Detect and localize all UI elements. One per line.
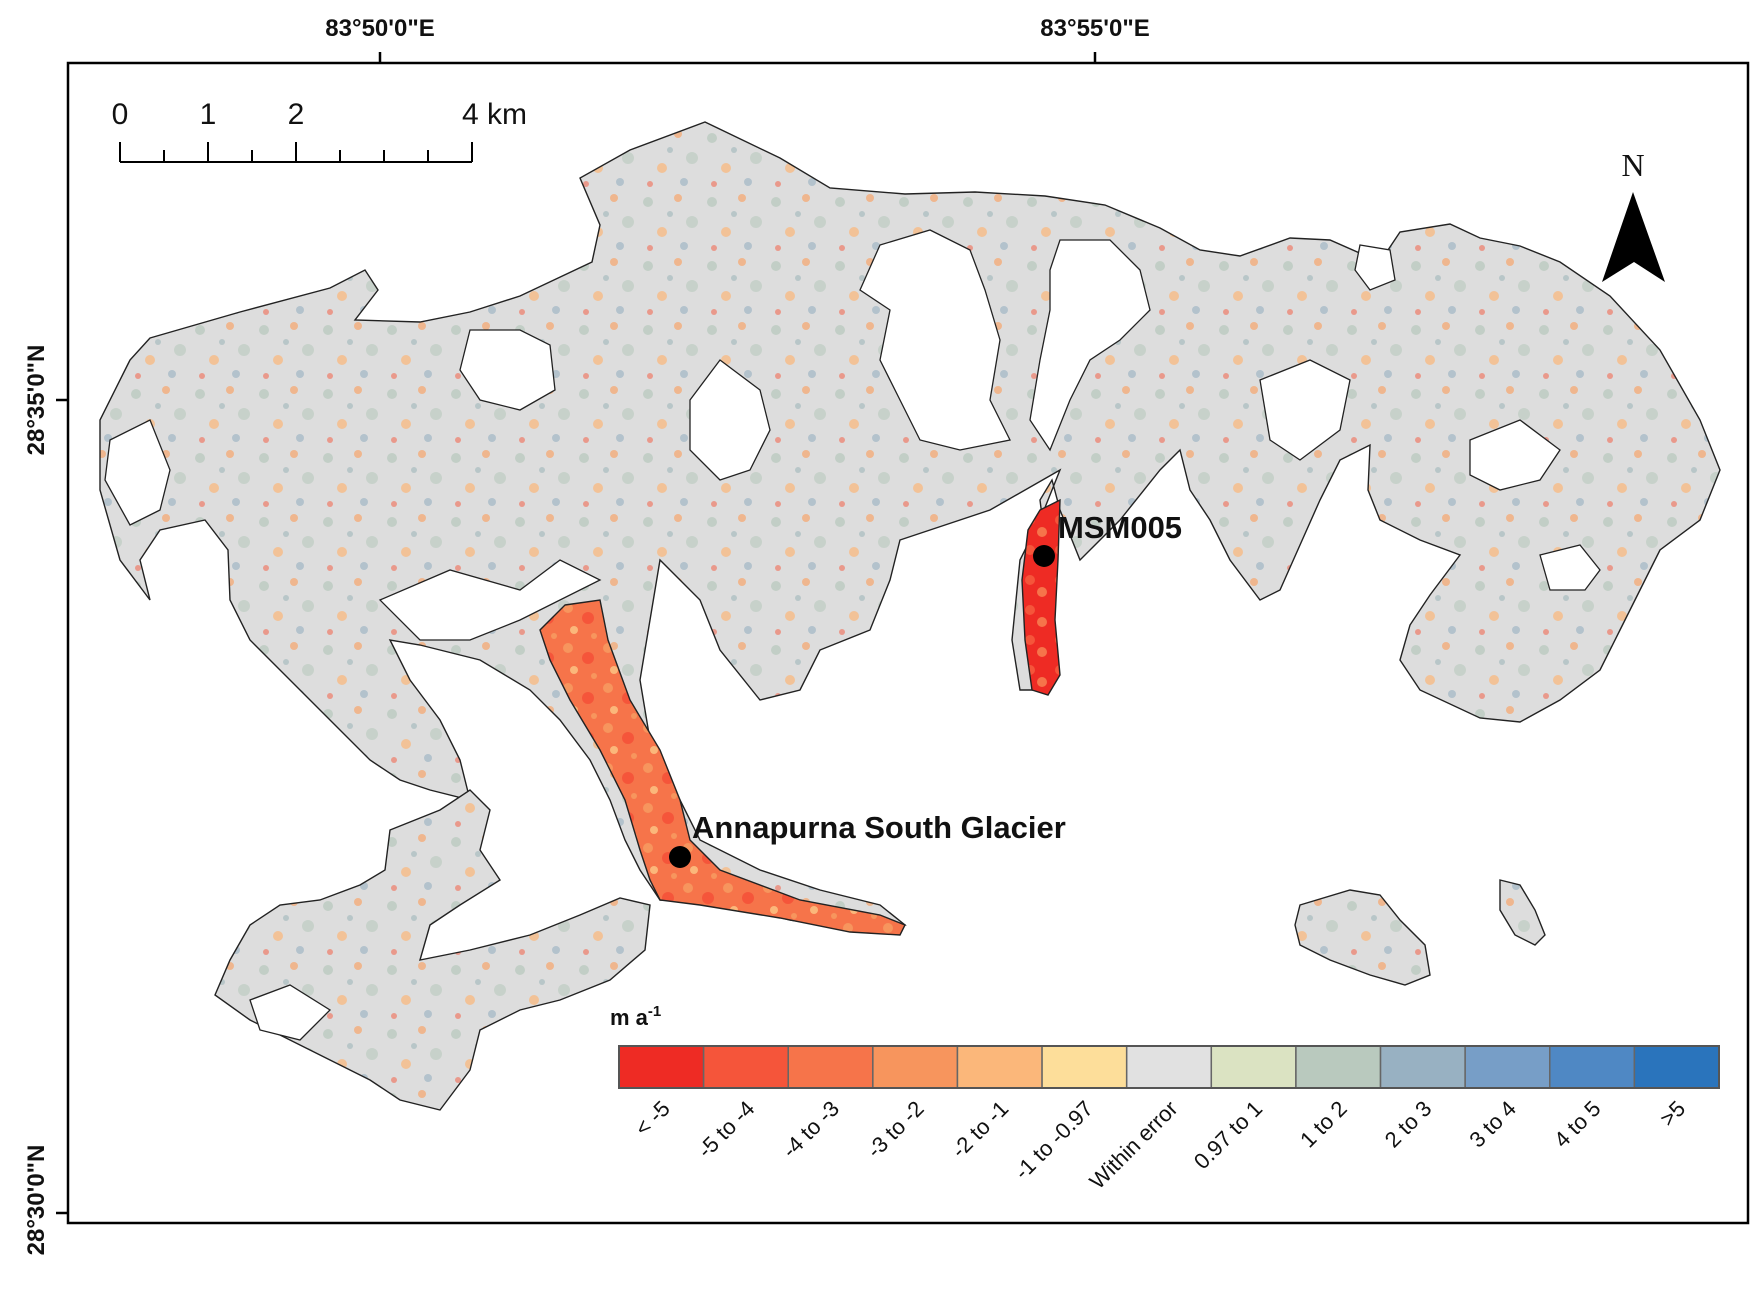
longitude-label-1: 83°50'0"E (325, 15, 434, 42)
glacier-outlines (99, 121, 1721, 1111)
hole-central-2 (1029, 239, 1151, 452)
annapurna-south-label: Annapurna South Glacier (692, 810, 1066, 845)
latitude-label-1: 28°35'0"N (23, 345, 50, 456)
longitude-label-2: 83°55'0"E (1040, 15, 1149, 42)
legend-swatch (1633, 1045, 1720, 1089)
hole-east-3 (1539, 544, 1601, 591)
legend-swatches (618, 1045, 1720, 1089)
legend-swatch (1379, 1045, 1466, 1089)
legend-label: >5 (1655, 1096, 1690, 1131)
legend-swatch (872, 1045, 959, 1089)
legend-border (618, 1045, 1720, 1089)
legend-unit: m a-1 (610, 1003, 661, 1030)
hole-mid (689, 359, 771, 481)
legend-swatch (1464, 1045, 1551, 1089)
hole-east-2 (1469, 419, 1561, 491)
legend-swatch (1041, 1045, 1128, 1089)
legend-label: -1 to -0.97 (1009, 1096, 1098, 1185)
msm005-label: MSM005 (1058, 510, 1182, 545)
legend-swatch (1125, 1045, 1213, 1089)
glacier-southwest (214, 789, 651, 1111)
north-arrow-icon (1602, 192, 1665, 282)
latitude-label-2: 28°30'0"N (23, 1145, 50, 1256)
legend-swatch (1295, 1045, 1382, 1089)
legend: m a-1 < -5 -5 to -4 -4 to -3 -3 to -2 -2 to … (610, 1003, 1720, 1194)
legend-labels: < -5 -5 to -4 -4 to -3 -3 to -2 -2 to -1-1 t… (630, 1096, 1690, 1194)
legend-label: 2 to 3 (1380, 1096, 1437, 1153)
hole-west-valley (378, 559, 602, 641)
annapurna-south-marker (669, 846, 691, 868)
scale-label-4km: 4 km (462, 98, 527, 131)
legend-label: 3 to 4 (1464, 1096, 1521, 1153)
legend-label: -5 to -4 (692, 1096, 759, 1163)
glacier-east-small-2 (1499, 879, 1546, 946)
annapurna-south-glacier-tongue (539, 599, 906, 936)
legend-swatch (702, 1045, 789, 1089)
north-arrow (1602, 192, 1665, 282)
scale-label-0: 0 (112, 98, 129, 131)
hole-northeast (1354, 244, 1396, 291)
legend-swatch (1549, 1045, 1636, 1089)
map-frame (66, 61, 1750, 1225)
legend-label: -4 to -3 (777, 1096, 844, 1163)
legend-label: -3 to -2 (862, 1096, 929, 1163)
legend-label: Within error (1084, 1096, 1182, 1194)
hole-east-1 (1259, 359, 1351, 461)
hole-central-1 (859, 229, 1011, 451)
legend-label: -2 to -1 (946, 1096, 1013, 1163)
nunatak-holes (104, 229, 1601, 1041)
hole-west-1 (459, 329, 556, 411)
glacier-east-small-1 (1294, 889, 1431, 986)
legend-swatch (618, 1045, 705, 1089)
scale-label-1: 1 (200, 98, 217, 131)
north-label: N (1621, 147, 1644, 183)
legend-swatch (1210, 1045, 1297, 1089)
legend-label: < -5 (630, 1096, 675, 1141)
legend-swatch (956, 1045, 1043, 1089)
scale-bar (119, 142, 473, 163)
legend-label: 1 to 2 (1295, 1096, 1352, 1153)
legend-label: 0.97 to 1 (1189, 1096, 1267, 1174)
hole-far-west (104, 419, 171, 526)
scale-label-2: 2 (288, 98, 305, 131)
legend-label: 4 to 5 (1549, 1096, 1606, 1153)
hole-southwest (249, 984, 332, 1041)
msm005-marker (1033, 545, 1055, 567)
legend-swatch (787, 1045, 874, 1089)
